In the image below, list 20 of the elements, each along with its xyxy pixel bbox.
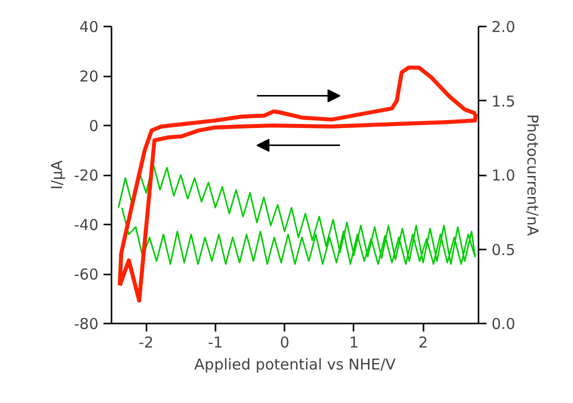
x-tick-label: 2	[418, 334, 428, 352]
y-tick-label: -80	[74, 315, 98, 333]
x-axis-title: Applied potential vs NHE/V	[194, 356, 396, 374]
y2-tick-label: 1.5	[492, 92, 516, 110]
x-tick-label: 1	[349, 334, 359, 352]
y2-tick-label: 2.0	[492, 18, 516, 36]
y-tick-label: -60	[74, 266, 98, 284]
y-tick-label: 40	[79, 18, 99, 36]
y-tick-label: 20	[79, 68, 99, 86]
y-tick-label: 0	[88, 117, 99, 135]
y2-tick-label: 1.0	[492, 166, 516, 184]
x-tick-label: 0	[280, 334, 290, 352]
y2-tick-label: 0.5	[492, 240, 516, 259]
x-tick-label: -2	[138, 334, 154, 352]
y2-axis-title: Photocurrent/nA	[523, 114, 542, 237]
y2-tick-label: 0.0	[492, 315, 516, 333]
y-tick-label: -20	[74, 166, 98, 184]
x-tick-label: -1	[208, 334, 223, 352]
y-tick-label: -40	[74, 216, 98, 234]
y-axis-title: I/μA	[48, 160, 66, 190]
